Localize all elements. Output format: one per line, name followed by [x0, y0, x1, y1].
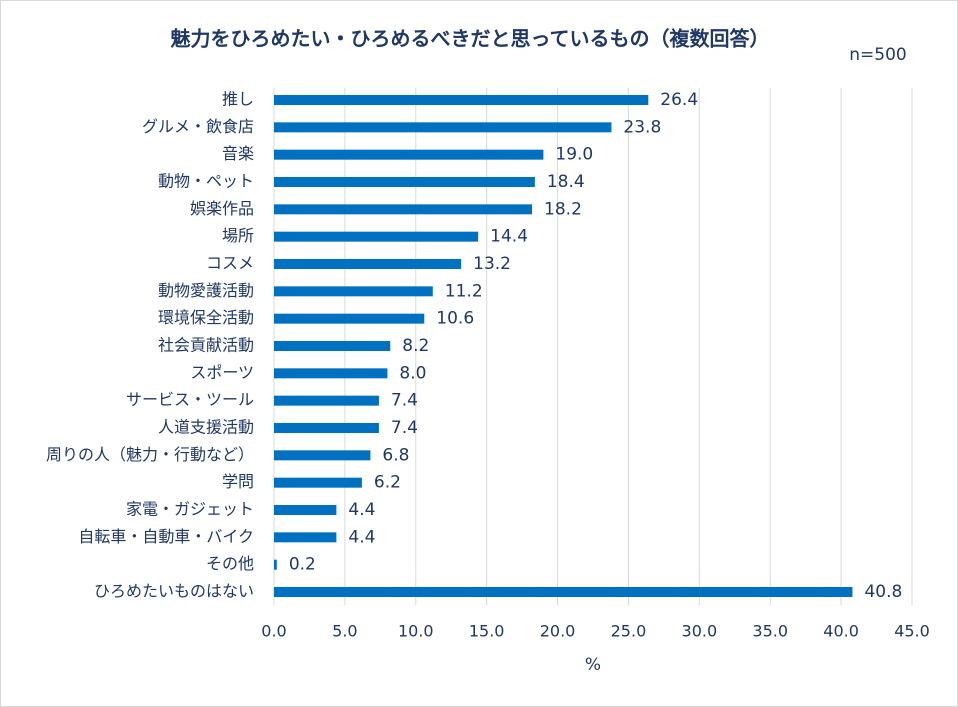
bar [274, 477, 362, 488]
y-tick-label: スポーツ [190, 363, 254, 382]
bar [274, 231, 479, 242]
value-label: 18.2 [544, 199, 582, 219]
value-label: 7.4 [391, 391, 418, 411]
bar [274, 450, 371, 461]
value-label: 13.2 [473, 254, 511, 274]
y-tick-label: 娯楽作品 [190, 199, 254, 218]
bar [274, 341, 391, 351]
bar [274, 95, 649, 105]
x-tick-label: 35.0 [752, 622, 788, 641]
y-tick-label: サービス・ツール [126, 390, 254, 409]
value-label: 19.0 [555, 145, 593, 165]
value-label: 40.8 [864, 582, 902, 602]
bar [274, 313, 425, 324]
x-tick-label: 10.0 [398, 622, 434, 641]
value-label: 4.4 [348, 527, 375, 547]
value-label: 7.4 [391, 418, 418, 438]
bar [274, 368, 388, 379]
bar [274, 286, 433, 297]
bar [274, 587, 853, 597]
y-tick-label: ひろめたいものはない [94, 582, 254, 601]
value-label: 6.2 [374, 473, 401, 493]
y-tick-label: コスメ [206, 254, 254, 273]
chart-subtitle: n=500 [849, 45, 906, 65]
chart-title: 魅力をひろめたい・ひろめるべきだと思っているもの（複数回答） [171, 27, 770, 51]
y-tick-label: 家電・ガジェット [126, 500, 254, 519]
y-tick-label: 人道支援活動 [158, 418, 254, 437]
value-label: 6.8 [382, 445, 409, 465]
x-tick-label: 45.0 [894, 622, 930, 641]
x-tick-label: 20.0 [540, 622, 576, 641]
x-tick-label: 40.0 [823, 622, 859, 641]
bar [274, 259, 462, 269]
y-tick-label: 場所 [222, 226, 254, 245]
value-label: 14.4 [490, 227, 528, 247]
bar [274, 505, 337, 515]
y-tick-label: グルメ・飲食店 [142, 117, 254, 136]
value-label: 23.8 [623, 117, 661, 137]
y-tick-label: 音楽 [222, 144, 254, 163]
x-tick-label: 15.0 [469, 622, 505, 641]
y-tick-label: 動物・ペット [158, 172, 254, 191]
y-tick-label: 学問 [222, 472, 254, 491]
y-tick-label: 推し [222, 90, 254, 109]
bar [274, 149, 544, 160]
value-label: 26.4 [660, 90, 698, 110]
bar [274, 423, 379, 433]
value-label: 18.4 [547, 172, 585, 192]
bar [274, 204, 533, 215]
bar [274, 177, 535, 187]
x-tick-label: 30.0 [682, 622, 718, 641]
y-tick-label: 自転車・自動車・バイク [78, 527, 254, 546]
bar [274, 122, 612, 133]
x-axis-label: % [585, 655, 601, 675]
x-tick-label: 25.0 [611, 622, 647, 641]
value-label: 10.6 [436, 309, 474, 329]
bar [274, 559, 277, 570]
x-tick-label: 0.0 [261, 622, 286, 641]
x-tick-label: 5.0 [332, 622, 357, 641]
bar [274, 395, 379, 406]
value-label: 4.4 [348, 500, 375, 520]
value-label: 8.2 [402, 336, 429, 356]
y-tick-label: 社会貢献活動 [158, 336, 254, 355]
value-label: 11.2 [445, 281, 483, 301]
y-tick-label: 周りの人（魅力・行動など） [46, 445, 254, 464]
y-tick-label: 動物愛護活動 [158, 281, 254, 300]
value-label: 8.0 [399, 363, 426, 383]
bar [274, 532, 337, 543]
y-tick-label: 環境保全活動 [158, 308, 254, 327]
value-label: 0.2 [289, 555, 316, 575]
y-tick-label: その他 [206, 554, 254, 573]
